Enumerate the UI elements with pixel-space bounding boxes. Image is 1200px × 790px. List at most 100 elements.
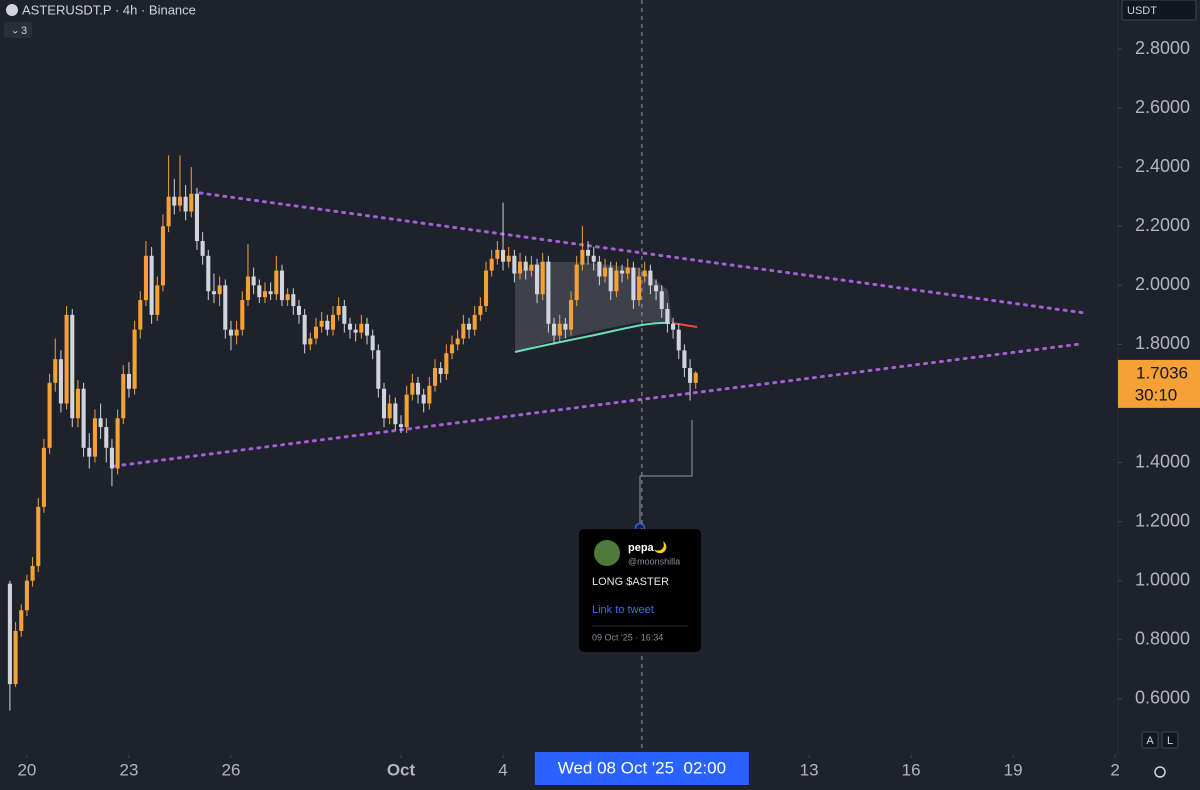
- currency-box[interactable]: [1121, 0, 1197, 21]
- candle-body: [132, 329, 137, 389]
- candle-body: [552, 323, 557, 336]
- candle-body: [121, 373, 126, 419]
- candle-body: [64, 314, 69, 404]
- candle-body: [98, 418, 103, 428]
- candle-body: [517, 261, 523, 274]
- x-tick-label: 16: [902, 760, 921, 779]
- candle-body: [512, 255, 517, 274]
- candle-body: [7, 583, 12, 685]
- countdown: 30:10: [1135, 385, 1178, 404]
- candle-body: [393, 403, 398, 425]
- y-tick-label: 1.0000: [1135, 569, 1190, 589]
- candles: 0.6000 0.8000 1.0000 1.2000 1.4000 1.8000 2.00…: [7, 38, 1190, 711]
- y-tick-label: 2.0000: [1135, 274, 1190, 294]
- x-tick-label: 13: [800, 760, 819, 779]
- candle-body: [693, 372, 698, 383]
- candle-body: [642, 270, 647, 277]
- candle-body: [370, 335, 375, 351]
- candle-body: [364, 323, 370, 336]
- candle-body: [234, 329, 239, 336]
- tweet-text: LONG $ASTER: [592, 576, 669, 588]
- symbol-icon: [6, 4, 18, 16]
- candle-body: [483, 270, 489, 307]
- candle-body: [217, 285, 222, 295]
- x-tick-label: 4: [498, 760, 507, 779]
- moving-average-tail: [671, 322, 698, 328]
- candle-body: [489, 258, 494, 271]
- candle-body: [591, 255, 596, 262]
- candle-body: [353, 329, 358, 333]
- candle-body: [586, 249, 591, 256]
- candle-body: [183, 196, 188, 212]
- candle-body: [302, 314, 307, 345]
- scale-button[interactable]: [1141, 731, 1159, 749]
- candle-body: [115, 418, 120, 469]
- indicator-toggle[interactable]: [4, 22, 32, 38]
- x-tick-label: 26: [222, 760, 241, 779]
- candle-body: [308, 338, 313, 345]
- candle-body: [529, 264, 534, 271]
- candle-body: [625, 267, 630, 274]
- x-tick-label: 2: [1110, 760, 1119, 779]
- candle-body: [455, 338, 460, 345]
- candle-body: [608, 267, 613, 292]
- trendline: [113, 342, 1082, 468]
- candle-body: [648, 270, 653, 286]
- candle-body: [325, 320, 330, 330]
- candle-body: [240, 300, 245, 330]
- candle-body: [194, 193, 200, 242]
- candle-body: [427, 385, 432, 404]
- candle-body: [347, 323, 353, 330]
- scale-button-label: L: [1167, 735, 1173, 747]
- candle-body: [336, 306, 341, 315]
- candle-body: [126, 373, 131, 389]
- candle-body: [285, 294, 290, 301]
- y-tick-label: 0.6000: [1135, 688, 1190, 708]
- candle-body: [478, 306, 483, 315]
- tweet-link[interactable]: Link to tweet: [592, 604, 654, 616]
- trendline: [198, 191, 1087, 315]
- candle-body: [155, 285, 160, 315]
- candle-body: [36, 506, 41, 566]
- y-tick-label: 1.4000: [1135, 451, 1190, 471]
- candle-body: [500, 249, 506, 262]
- toggle-chevron: ⌄: [11, 26, 19, 37]
- candle-body: [279, 270, 285, 301]
- candle-body: [87, 447, 92, 457]
- candle-body: [466, 323, 472, 330]
- candle-body: [387, 403, 392, 419]
- candle-body: [296, 306, 302, 315]
- x-tick-label: Oct: [387, 760, 416, 779]
- scale-button[interactable]: [1161, 731, 1179, 749]
- candle-body: [92, 418, 97, 457]
- y-tick-label: 2.6000: [1135, 97, 1190, 117]
- candle-body: [257, 285, 262, 298]
- candle-body: [206, 255, 211, 292]
- candle-body: [631, 267, 636, 301]
- settings-icon[interactable]: [1154, 766, 1166, 778]
- tweet-date: 09 Oct '25 · 16:34: [592, 632, 663, 642]
- candle-body: [523, 261, 528, 271]
- candle-body: [24, 580, 29, 611]
- candle-body: [245, 276, 251, 301]
- candle-body: [659, 291, 664, 309]
- candle-body: [495, 249, 500, 259]
- candle-body: [381, 388, 387, 419]
- price-label-box: [1118, 359, 1200, 408]
- candle-body: [330, 314, 336, 330]
- candle-body: [534, 264, 540, 295]
- x-tick-label: 20: [17, 760, 36, 779]
- tweet-handle: @moonshilla: [628, 556, 680, 566]
- candle-body: [438, 368, 443, 374]
- candle-body: [58, 359, 63, 404]
- candle-body: [223, 285, 228, 330]
- candle-body: [398, 424, 404, 428]
- indicator-count: 3: [21, 25, 27, 37]
- candle-body: [654, 285, 659, 292]
- candle-body: [30, 565, 35, 581]
- candle-body: [359, 323, 364, 333]
- candle-body: [13, 630, 18, 685]
- candle-body: [172, 196, 177, 206]
